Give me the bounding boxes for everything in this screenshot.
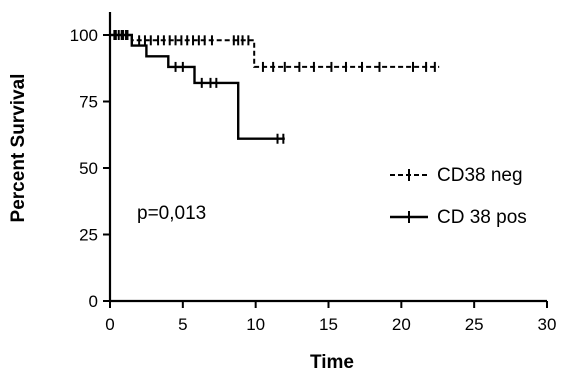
y-axis-title: Percent Survival	[8, 74, 29, 223]
y-tick-label: 100	[70, 26, 98, 45]
y-axis-ticks: 0 25 50 75 100	[70, 26, 110, 311]
survival-step-line	[110, 33, 285, 140]
p-value-annotation: p=0,013	[137, 203, 206, 224]
x-tick-label: 25	[465, 315, 484, 334]
x-tick-label: 10	[246, 315, 265, 334]
x-tick-label: 30	[538, 315, 557, 334]
x-axis-ticks: 0 5 10 15 20 25 30	[105, 301, 556, 334]
legend-label-cd38-pos: CD 38 pos	[437, 207, 527, 228]
x-tick-label: 20	[392, 315, 411, 334]
y-tick-label: 50	[79, 159, 98, 178]
y-axis: 0 25 50 75 100	[70, 12, 112, 311]
y-tick-label: 0	[89, 292, 98, 311]
survival-curves	[110, 30, 440, 144]
y-tick-label: 75	[79, 93, 98, 112]
x-axis: 0 5 10 15 20 25 30	[105, 299, 556, 334]
legend-item-cd38-neg: CD38 neg	[390, 165, 523, 186]
x-tick-label: 5	[178, 315, 187, 334]
survival-step-line	[110, 34, 440, 68]
x-tick-label: 15	[319, 315, 338, 334]
x-axis-title: Time	[310, 352, 354, 373]
series-cd38-pos	[110, 30, 285, 144]
legend-label-cd38-neg: CD38 neg	[437, 165, 523, 186]
legend: CD38 neg CD 38 pos	[390, 165, 527, 228]
series-cd38-neg	[110, 30, 440, 72]
legend-item-cd38-pos: CD 38 pos	[390, 207, 527, 228]
y-tick-label: 25	[79, 226, 98, 245]
x-tick-label: 0	[105, 315, 114, 334]
